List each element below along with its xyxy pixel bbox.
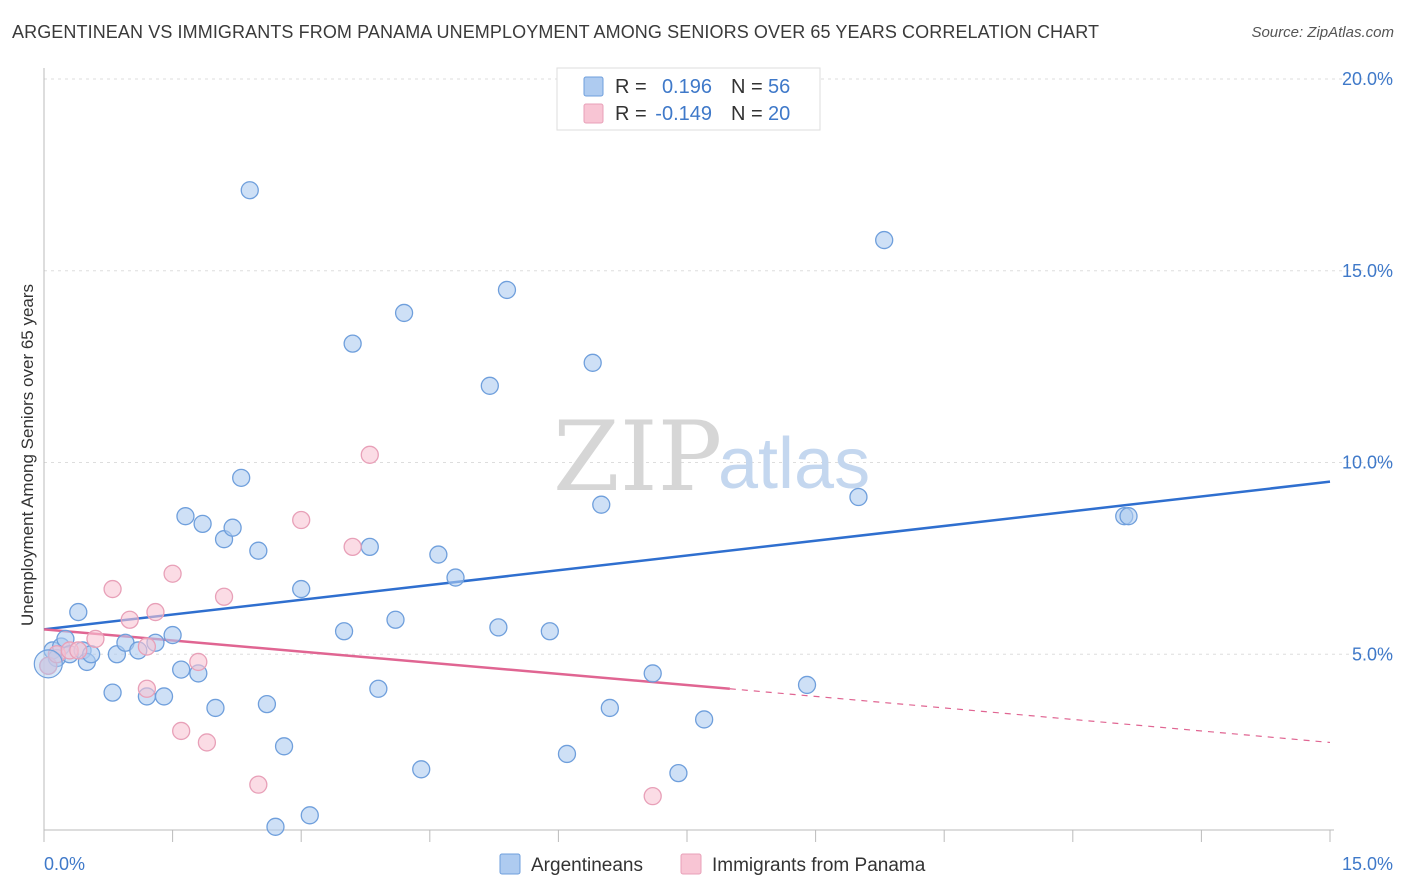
point-panama [103, 579, 122, 599]
chart-title: ARGENTINEAN VS IMMIGRANTS FROM PANAMA UN… [12, 22, 1100, 42]
point-argentineans [249, 541, 268, 560]
point-panama [163, 564, 182, 583]
point-argentineans [334, 622, 354, 641]
point-argentineans [600, 698, 619, 718]
point-argentineans [240, 181, 259, 200]
bottom-legend-swatch-panama [680, 853, 702, 875]
point-panama [69, 641, 88, 660]
point-cluster-large [33, 649, 63, 679]
data-points [33, 181, 1138, 836]
point-argentineans [257, 694, 277, 714]
point-argentineans [343, 334, 362, 353]
point-argentineans [394, 303, 414, 323]
point-panama [343, 537, 362, 557]
legend-r-value-1: 0.196 [662, 76, 712, 98]
point-argentineans [694, 710, 714, 729]
point-argentineans [875, 230, 894, 250]
point-argentineans [412, 760, 431, 779]
gridlines [44, 78, 1392, 655]
point-panama [292, 510, 311, 530]
axes [43, 68, 1334, 831]
point-argentineans [206, 698, 225, 718]
point-panama [172, 721, 191, 741]
y-tick-label: 10.0% [1342, 453, 1393, 473]
bottom-legend-swatch-argentineans [499, 853, 521, 875]
point-argentineans [193, 514, 212, 534]
legend-n-value-2: 20 [768, 103, 790, 125]
point-argentineans [369, 679, 388, 698]
point-panama [120, 610, 139, 629]
point-argentineans [669, 763, 688, 783]
point-argentineans [266, 817, 285, 836]
point-argentineans [540, 622, 559, 641]
y-axis-label: Unemployment Among Seniors over 65 years [18, 284, 37, 626]
legend-swatch-argentineans [583, 76, 604, 97]
point-argentineans [557, 744, 577, 764]
bottom-legend-label-panama: Immigrants from Panama [712, 855, 926, 876]
source-credit: Source: ZipAtlas.com [1251, 24, 1394, 41]
point-argentineans [592, 495, 611, 514]
point-panama [214, 587, 234, 606]
point-argentineans [274, 737, 294, 756]
y-tick-label: 20.0% [1342, 69, 1393, 89]
point-argentineans [300, 806, 319, 825]
watermark-atlas: atlas [718, 424, 870, 504]
point-argentineans [489, 618, 508, 637]
trend-line-argentineans [43, 480, 1331, 631]
x-tick-label-max: 15.0% [1342, 854, 1393, 874]
legend-r-value-2: -0.149 [655, 103, 712, 125]
trend-line-panama-extension [729, 688, 1331, 744]
point-panama [197, 733, 217, 752]
x-ticks [43, 830, 1331, 842]
point-argentineans [849, 487, 868, 507]
point-argentineans [103, 683, 122, 702]
bottom-legend: Argentineans Immigrants from Panama [499, 853, 926, 876]
point-argentineans [360, 537, 379, 557]
point-argentineans [446, 568, 465, 587]
point-argentineans [154, 687, 174, 706]
bottom-legend-label-argentineans: Argentineans [531, 855, 643, 876]
point-panama [146, 602, 165, 622]
legend-r-label-1: R = [615, 76, 647, 98]
point-argentineans [163, 625, 182, 645]
point-argentineans [176, 507, 195, 526]
legend-n-value-1: 56 [768, 76, 790, 98]
point-argentineans [480, 376, 499, 395]
point-argentineans [643, 664, 662, 683]
watermark: ZIP atlas [553, 401, 870, 513]
point-panama [137, 637, 157, 656]
legend-swatch-panama [583, 103, 604, 124]
point-panama [189, 652, 208, 672]
point-argentineans [292, 579, 311, 599]
point-argentineans [223, 518, 242, 537]
legend-r-label-2: R = [615, 103, 647, 125]
x-tick-label-min: 0.0% [44, 854, 85, 874]
point-argentineans [497, 280, 517, 300]
watermark-zip: ZIP [553, 401, 722, 513]
point-argentineans [429, 545, 448, 564]
point-panama [137, 679, 157, 698]
point-argentineans [583, 353, 602, 372]
legend-n-label-2: N = [731, 103, 763, 125]
point-argentineans [797, 675, 817, 695]
point-argentineans [232, 468, 251, 487]
y-tick-labels: 5.0% 10.0% 15.0% 20.0% [1342, 69, 1393, 664]
point-argentineans [386, 610, 405, 629]
point-panama [360, 445, 379, 464]
point-argentineans [69, 602, 88, 622]
legend-n-label-1: N = [731, 76, 763, 98]
point-panama [86, 629, 105, 649]
point-argentineans [172, 660, 191, 679]
point-panama [249, 775, 268, 794]
point-panama [643, 786, 662, 806]
point-argentineans [1119, 507, 1138, 526]
legend-box: R = 0.196 N = 56 R = -0.149 N = 20 [556, 67, 821, 131]
y-tick-label: 5.0% [1352, 644, 1393, 664]
y-tick-label: 15.0% [1342, 261, 1393, 281]
